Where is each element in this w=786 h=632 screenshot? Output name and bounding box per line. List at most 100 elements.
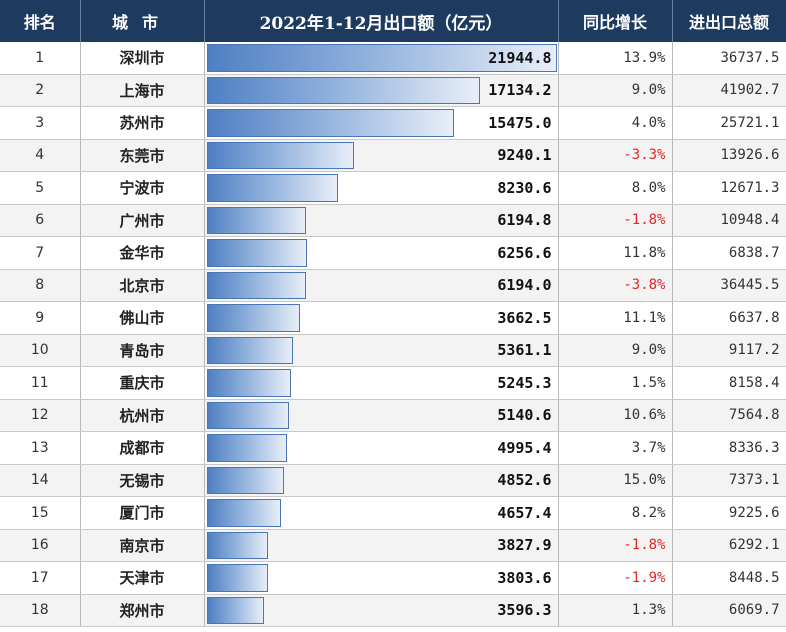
rank-cell: 17 (0, 561, 81, 595)
rank-cell: 5 (0, 171, 81, 205)
total-cell: 25721.1 (672, 106, 786, 140)
city-cell: 郑州市 (80, 594, 205, 627)
rank-cell: 10 (0, 334, 81, 367)
total-cell: 13926.6 (672, 139, 786, 172)
export-cell: 4657.4 (204, 496, 559, 530)
export-value: 4995.4 (497, 438, 552, 457)
total-cell: 9225.6 (672, 496, 786, 530)
header-export: 2022年1-12月出口额（亿元） (204, 0, 559, 42)
export-bar (206, 271, 306, 299)
export-bar (206, 174, 338, 202)
rank-cell: 1 (0, 42, 81, 75)
total-cell: 8448.5 (672, 561, 786, 595)
growth-cell: 11.1% (558, 301, 673, 335)
export-bar (206, 109, 454, 137)
city-cell: 苏州市 (80, 106, 205, 140)
table-row: 9 佛山市 3662.5 11.1% 6637.8 (0, 301, 786, 335)
export-bar (206, 304, 300, 332)
total-cell: 36737.5 (672, 42, 786, 75)
city-cell: 深圳市 (80, 42, 205, 75)
table-row: 4 东莞市 9240.1 -3.3% 13926.6 (0, 139, 786, 172)
header-growth: 同比增长 (558, 0, 673, 42)
growth-cell: 10.6% (558, 399, 673, 432)
export-cell: 8230.6 (204, 171, 559, 205)
export-cell: 5245.3 (204, 366, 559, 400)
table-row: 3 苏州市 15475.0 4.0% 25721.1 (0, 106, 786, 140)
export-value: 5140.6 (497, 406, 552, 425)
total-cell: 8336.3 (672, 431, 786, 465)
export-bar (206, 336, 293, 364)
rank-cell: 8 (0, 269, 81, 302)
export-bar (206, 369, 291, 397)
export-bar (206, 564, 268, 592)
table-row: 18 郑州市 3596.3 1.3% 6069.7 (0, 594, 786, 627)
export-cell: 3803.6 (204, 561, 559, 595)
table-header: 排名 城市 2022年1-12月出口额（亿元） 同比增长 进出口总额 (0, 0, 786, 42)
total-cell: 9117.2 (672, 334, 786, 367)
export-bar (206, 531, 268, 559)
table-row: 2 上海市 17134.2 9.0% 41902.7 (0, 74, 786, 107)
total-cell: 36445.5 (672, 269, 786, 302)
rank-cell: 16 (0, 529, 81, 562)
total-cell: 8158.4 (672, 366, 786, 400)
export-bar (206, 401, 289, 429)
export-cell: 4852.6 (204, 464, 559, 497)
table-row: 8 北京市 6194.0 -3.8% 36445.5 (0, 269, 786, 302)
export-value: 3827.9 (497, 536, 552, 555)
total-cell: 6069.7 (672, 594, 786, 627)
rank-cell: 9 (0, 301, 81, 335)
export-value: 3662.5 (497, 308, 552, 327)
table-row: 10 青岛市 5361.1 9.0% 9117.2 (0, 334, 786, 367)
city-cell: 杭州市 (80, 399, 205, 432)
export-bar (206, 44, 557, 72)
growth-cell: -1.9% (558, 561, 673, 595)
export-bar (206, 466, 284, 494)
growth-cell: -1.8% (558, 204, 673, 237)
export-value: 3803.6 (497, 568, 552, 587)
city-cell: 金华市 (80, 236, 205, 270)
total-cell: 6838.7 (672, 236, 786, 270)
header-city: 城市 (80, 0, 205, 42)
export-cell: 4995.4 (204, 431, 559, 465)
total-cell: 10948.4 (672, 204, 786, 237)
export-cell: 6194.8 (204, 204, 559, 237)
table-row: 15 厦门市 4657.4 8.2% 9225.6 (0, 496, 786, 530)
city-cell: 青岛市 (80, 334, 205, 367)
export-cell: 5140.6 (204, 399, 559, 432)
export-value: 15475.0 (488, 113, 552, 132)
rank-cell: 4 (0, 139, 81, 172)
growth-cell: 9.0% (558, 74, 673, 107)
export-value: 5361.1 (497, 341, 552, 360)
export-cell: 6256.6 (204, 236, 559, 270)
city-cell: 宁波市 (80, 171, 205, 205)
export-value: 21944.8 (488, 48, 552, 67)
export-cell: 5361.1 (204, 334, 559, 367)
growth-cell: -1.8% (558, 529, 673, 562)
city-cell: 重庆市 (80, 366, 205, 400)
table-row: 17 天津市 3803.6 -1.9% 8448.5 (0, 561, 786, 595)
growth-cell: 9.0% (558, 334, 673, 367)
city-cell: 佛山市 (80, 301, 205, 335)
export-value: 5245.3 (497, 373, 552, 392)
growth-cell: 15.0% (558, 464, 673, 497)
export-cell: 9240.1 (204, 139, 559, 172)
export-bar (206, 239, 307, 267)
export-value: 4852.6 (497, 471, 552, 490)
export-bar (206, 206, 306, 234)
total-cell: 7564.8 (672, 399, 786, 432)
table-row: 11 重庆市 5245.3 1.5% 8158.4 (0, 366, 786, 400)
export-cell: 3827.9 (204, 529, 559, 562)
export-value: 6194.8 (497, 211, 552, 230)
growth-cell: 8.2% (558, 496, 673, 530)
export-value: 4657.4 (497, 503, 552, 522)
city-cell: 南京市 (80, 529, 205, 562)
header-total: 进出口总额 (672, 0, 786, 42)
export-value: 8230.6 (497, 178, 552, 197)
city-cell: 成都市 (80, 431, 205, 465)
city-cell: 广州市 (80, 204, 205, 237)
rank-cell: 7 (0, 236, 81, 270)
growth-cell: 3.7% (558, 431, 673, 465)
growth-cell: 1.3% (558, 594, 673, 627)
city-cell: 上海市 (80, 74, 205, 107)
city-cell: 北京市 (80, 269, 205, 302)
